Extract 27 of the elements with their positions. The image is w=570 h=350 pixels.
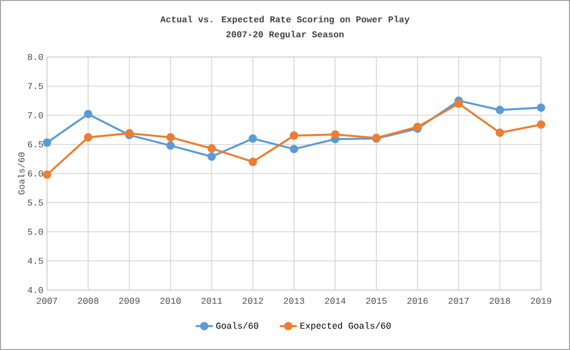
y-tick-label: 7.5	[28, 83, 43, 90]
x-tick-label: 2015	[366, 298, 387, 304]
y-tick-label: 7.0	[28, 112, 43, 118]
x-tick-label: 2007	[36, 298, 58, 304]
y-tick-label: 4.5	[28, 258, 43, 264]
x-tick-label: 2013	[284, 298, 304, 304]
legend-label: Expected Goals/60	[300, 322, 391, 330]
y-axis-title: Goals/60	[18, 152, 25, 195]
legend-label: Goals/60	[216, 322, 258, 329]
x-tick-label: 2017	[448, 298, 469, 304]
y-tick-label: 5.0	[28, 228, 43, 235]
x-tick-label: 2019	[530, 298, 552, 304]
x-tick-label: 2012	[242, 298, 263, 304]
x-tick-label: 2008	[78, 298, 98, 304]
y-tick-label: 8.0	[28, 54, 43, 60]
y-tick-label: 5.5	[28, 200, 43, 206]
x-tick-label: 2014	[325, 298, 346, 304]
x-tick-label: 2011	[202, 298, 222, 304]
y-tick-label: 6.5	[28, 141, 43, 148]
chart-subtitle: 2007-20 Regular Season	[226, 30, 344, 40]
x-tick-label: 2018	[490, 298, 510, 304]
x-tick-label: 2009	[119, 298, 140, 304]
chart-title: Actual vs. Expected Rate Scoring on Power Play	[160, 16, 410, 24]
x-tick-label: 2010	[160, 298, 181, 304]
y-tick-label: 6.0	[28, 170, 43, 177]
y-tick-label: 4.0	[28, 286, 43, 294]
x-tick-label: 2016	[407, 298, 428, 304]
